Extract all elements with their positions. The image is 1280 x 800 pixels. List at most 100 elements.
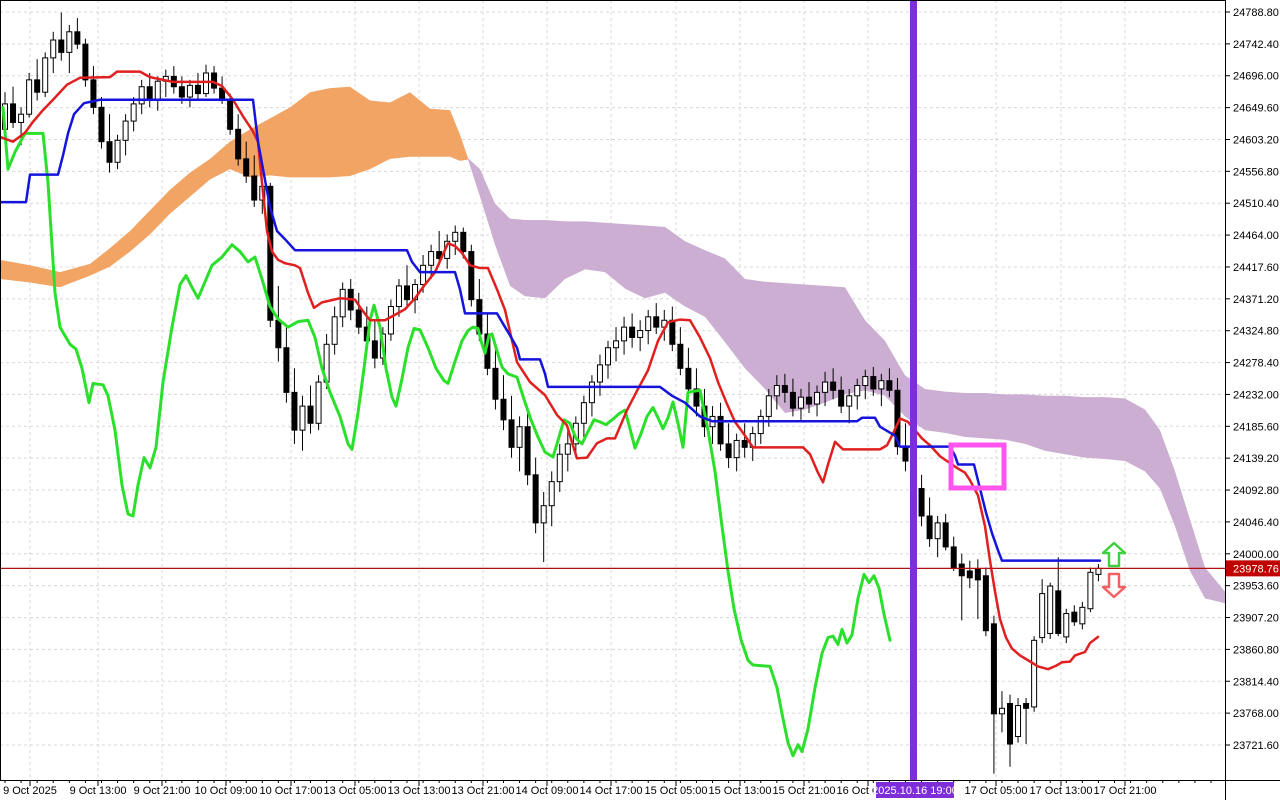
candle-bullish [814, 391, 821, 405]
candle-bearish [902, 446, 909, 462]
price-tick-label: 24139.20 [1233, 453, 1279, 465]
candle-bearish [508, 419, 515, 448]
candle-bearish [106, 141, 113, 163]
candle-bullish [854, 385, 861, 397]
candle-bearish [492, 367, 499, 400]
candle-bullish [387, 306, 394, 335]
price-tick-label: 23721.60 [1233, 740, 1279, 752]
senkou-cloud-bearish [468, 158, 1225, 604]
candle-bearish [251, 175, 258, 201]
candle-bearish [685, 367, 692, 390]
candle-bullish [203, 72, 209, 95]
price-tick-label: 23907.20 [1233, 613, 1279, 625]
candle-bullish [1047, 585, 1054, 634]
candle-bullish [613, 340, 620, 349]
candle-bullish [580, 402, 587, 424]
candle-bearish [669, 319, 676, 345]
time-tick-label: 17 Oct 21:00 [1094, 785, 1157, 797]
candle-bullish [1031, 639, 1038, 708]
candle-bearish [532, 474, 539, 524]
candle-bullish [1063, 613, 1070, 638]
candle-bearish [886, 380, 893, 391]
candle-bullish [548, 481, 555, 507]
candle-bearish [741, 439, 748, 448]
vertical-time-line[interactable] [910, 0, 917, 780]
time-tick-label: 9 Oct 13:00 [70, 785, 127, 797]
candle-bullish [154, 80, 161, 101]
grid-lines [0, 0, 1225, 780]
chikou-span-line [1, 105, 892, 758]
candle-bearish [235, 128, 242, 160]
candle-bearish [1071, 611, 1078, 623]
candle-bullish [1039, 593, 1046, 639]
price-tick-label: 24603.20 [1233, 134, 1279, 146]
candle-bearish [211, 72, 218, 89]
candle-bullish [540, 505, 547, 524]
price-tick-label: 24417.60 [1233, 262, 1279, 274]
candle-bullish [122, 120, 129, 141]
price-tick-label: 24185.60 [1233, 421, 1279, 433]
time-tick-label: 15 Oct 13:00 [709, 785, 772, 797]
candle-bearish [404, 285, 410, 301]
candle-bearish [227, 98, 234, 130]
candle-bearish [990, 623, 997, 715]
current-price-marker [1226, 560, 1280, 577]
price-tick-label: 24371.20 [1233, 294, 1279, 306]
time-tick-label: 17 Oct 05:00 [965, 785, 1028, 797]
price-tick-label: 24788.80 [1233, 7, 1279, 19]
time-tick-label: 17 Oct 13:00 [1030, 785, 1093, 797]
candle-bearish [958, 563, 965, 577]
price-tick-label: 23860.80 [1233, 644, 1279, 656]
candle-bearish [1007, 703, 1013, 745]
candle-bearish [371, 340, 378, 359]
candle-bullish [42, 57, 49, 93]
price-tick-label: 24232.00 [1233, 389, 1279, 401]
vline-time-marker [876, 782, 954, 798]
highlight-rectangle[interactable] [948, 442, 1007, 491]
candle-bullish [645, 316, 652, 332]
candle-bearish [178, 86, 185, 98]
candle-bullish [822, 381, 829, 393]
candle-bearish [1055, 590, 1062, 634]
time-tick-label: 13 Oct 05:00 [324, 785, 387, 797]
sell-arrow-down-icon[interactable] [1101, 572, 1127, 599]
time-tick-label: 14 Oct 09:00 [516, 785, 579, 797]
time-tick-label: 13 Oct 21:00 [452, 785, 515, 797]
price-tick-label: 23768.00 [1233, 708, 1279, 720]
chart-objects-layer[interactable] [0, 0, 1225, 780]
candle-bearish [468, 251, 475, 301]
candle-bullish [1087, 571, 1094, 610]
candle-bearish [500, 398, 507, 421]
candle-bearish [194, 84, 201, 95]
candle-bullish [757, 415, 764, 435]
candle-bullish [331, 316, 338, 345]
candle-bearish [58, 39, 65, 53]
candle-bullish [998, 707, 1005, 715]
candle-bullish [765, 395, 772, 417]
candle-bearish [781, 385, 788, 393]
candle-bullish [186, 84, 193, 98]
candle-bullish [420, 264, 427, 286]
candle-bearish [1023, 703, 1030, 709]
candle-bearish [629, 326, 636, 338]
candle-bullish [26, 79, 33, 115]
ichimoku-cloud-layer [0, 86, 1225, 604]
candle-bearish [806, 396, 812, 405]
candle-bullish [18, 113, 25, 123]
candle-bearish [942, 522, 949, 548]
candle-bullish [452, 231, 459, 242]
price-tick-label: 23953.60 [1233, 581, 1279, 593]
candle-bearish [830, 381, 837, 391]
candle-bullish [114, 139, 121, 163]
time-tick-label: 10 Oct 09:00 [195, 785, 258, 797]
price-tick-label: 24092.80 [1233, 485, 1279, 497]
candle-bullish [1095, 567, 1102, 575]
price-tick-label: 24046.40 [1233, 517, 1279, 529]
candle-bullish [66, 31, 73, 53]
candle-bullish [130, 103, 137, 122]
candle-bullish [596, 364, 603, 383]
candle-bearish [693, 388, 700, 407]
buy-arrow-up-icon[interactable] [1101, 541, 1127, 568]
candle-bullish [797, 396, 804, 409]
